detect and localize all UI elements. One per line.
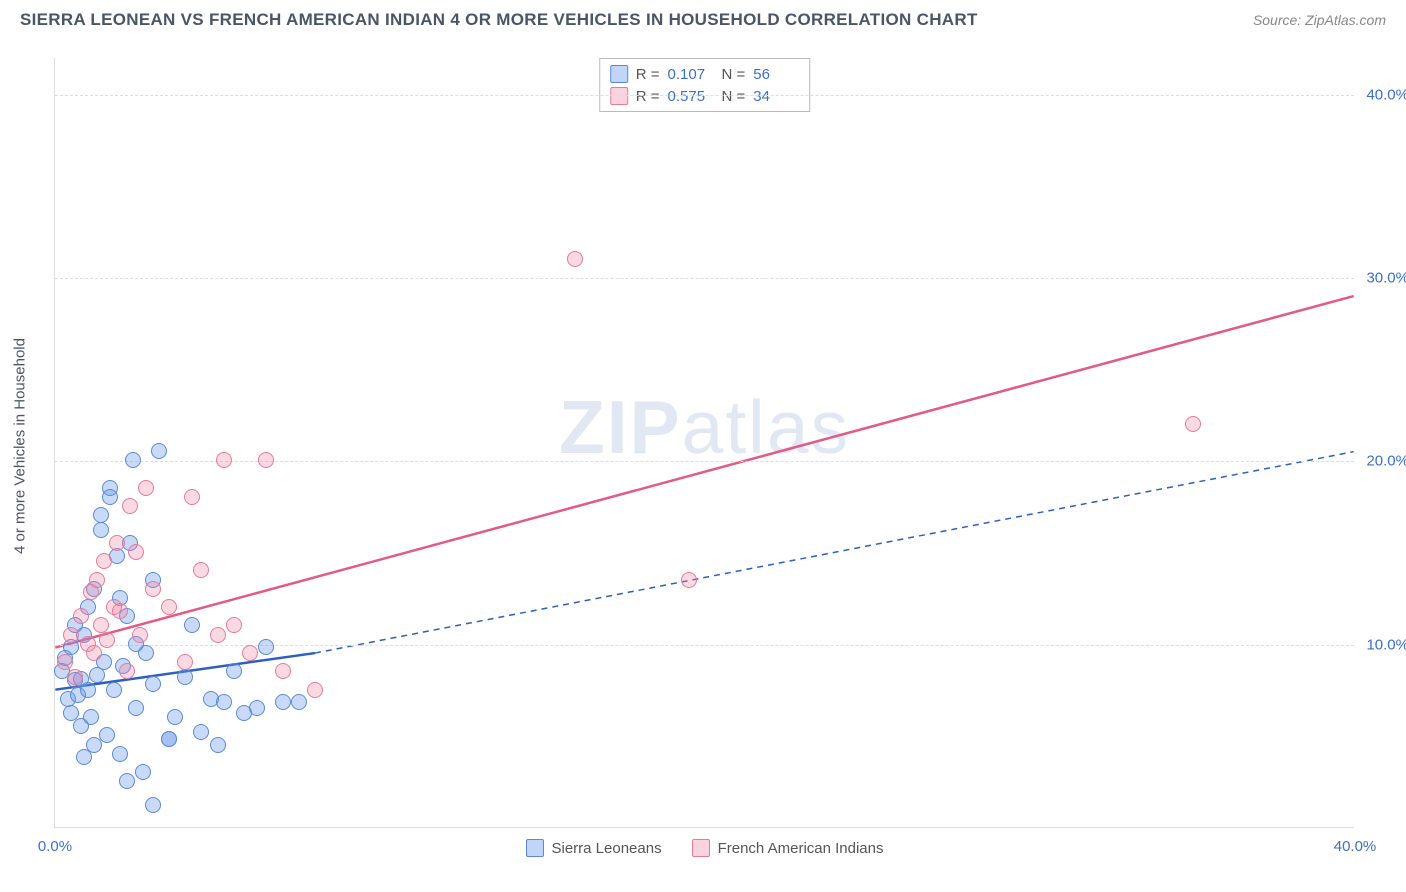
data-point [83,709,99,725]
swatch-pink [610,87,628,105]
r-label: R = [636,66,660,83]
legend-label: French American Indians [718,840,884,857]
data-point [145,676,161,692]
data-point [80,682,96,698]
r-value-pink: 0.575 [668,88,714,105]
data-point [681,572,697,588]
data-point [307,682,323,698]
data-point [258,639,274,655]
data-point [112,746,128,762]
swatch-pink [692,839,710,857]
n-label: N = [722,88,746,105]
data-point [138,645,154,661]
data-point [216,452,232,468]
legend-item-pink: French American Indians [692,839,884,857]
gridline-h [55,278,1354,279]
data-point [67,669,83,685]
data-point [89,572,105,588]
swatch-blue [610,65,628,83]
r-label: R = [636,88,660,105]
data-point [1185,416,1201,432]
data-point [93,522,109,538]
watermark: ZIPatlas [559,384,850,470]
data-point [57,654,73,670]
data-point [145,797,161,813]
data-point [193,724,209,740]
data-point [177,669,193,685]
data-point [226,663,242,679]
data-point [73,608,89,624]
n-value-blue: 56 [753,66,799,83]
swatch-blue [526,839,544,857]
stats-legend-box: R = 0.107 N = 56 R = 0.575 N = 34 [599,58,811,112]
ytick-label: 30.0% [1366,270,1406,287]
data-point [151,443,167,459]
data-point [86,645,102,661]
data-point [258,452,274,468]
legend-label: Sierra Leoneans [552,840,662,857]
data-point [242,645,258,661]
ytick-label: 10.0% [1366,636,1406,653]
data-point [99,632,115,648]
data-point [122,498,138,514]
xtick-label: 0.0% [38,838,72,855]
data-point [177,654,193,670]
data-point [291,694,307,710]
data-point [275,694,291,710]
data-point [93,617,109,633]
legend-item-blue: Sierra Leoneans [526,839,662,857]
data-point [193,562,209,578]
data-point [112,603,128,619]
data-point [128,700,144,716]
data-point [184,617,200,633]
data-point [125,452,141,468]
n-label: N = [722,66,746,83]
chart-title: SIERRA LEONEAN VS FRENCH AMERICAN INDIAN… [20,10,978,30]
ytick-label: 20.0% [1366,453,1406,470]
gridline-h [55,95,1354,96]
data-point [184,489,200,505]
data-point [275,663,291,679]
data-point [128,544,144,560]
y-axis-label: 4 or more Vehicles in Household [12,338,29,554]
gridline-h [55,461,1354,462]
data-point [109,535,125,551]
data-point [138,480,154,496]
xtick-label: 40.0% [1334,838,1377,855]
data-point [119,773,135,789]
data-point [216,694,232,710]
data-point [210,627,226,643]
ytick-label: 40.0% [1366,86,1406,103]
stats-row-pink: R = 0.575 N = 34 [610,85,800,107]
data-point [161,731,177,747]
scatter-chart: ZIPatlas R = 0.107 N = 56 R = 0.575 N = … [54,58,1354,828]
data-point [226,617,242,633]
data-point [210,737,226,753]
data-point [249,700,265,716]
data-point [567,251,583,267]
data-point [76,749,92,765]
data-point [135,764,151,780]
r-value-blue: 0.107 [668,66,714,83]
data-point [167,709,183,725]
data-point [119,663,135,679]
data-point [145,581,161,597]
data-point [96,553,112,569]
data-point [93,507,109,523]
stats-row-blue: R = 0.107 N = 56 [610,63,800,85]
data-point [161,599,177,615]
data-point [63,627,79,643]
data-point [102,489,118,505]
data-point [99,727,115,743]
data-point [106,682,122,698]
bottom-legend: Sierra Leoneans French American Indians [526,839,884,857]
n-value-pink: 34 [753,88,799,105]
data-point [132,627,148,643]
source-label: Source: ZipAtlas.com [1253,12,1386,28]
